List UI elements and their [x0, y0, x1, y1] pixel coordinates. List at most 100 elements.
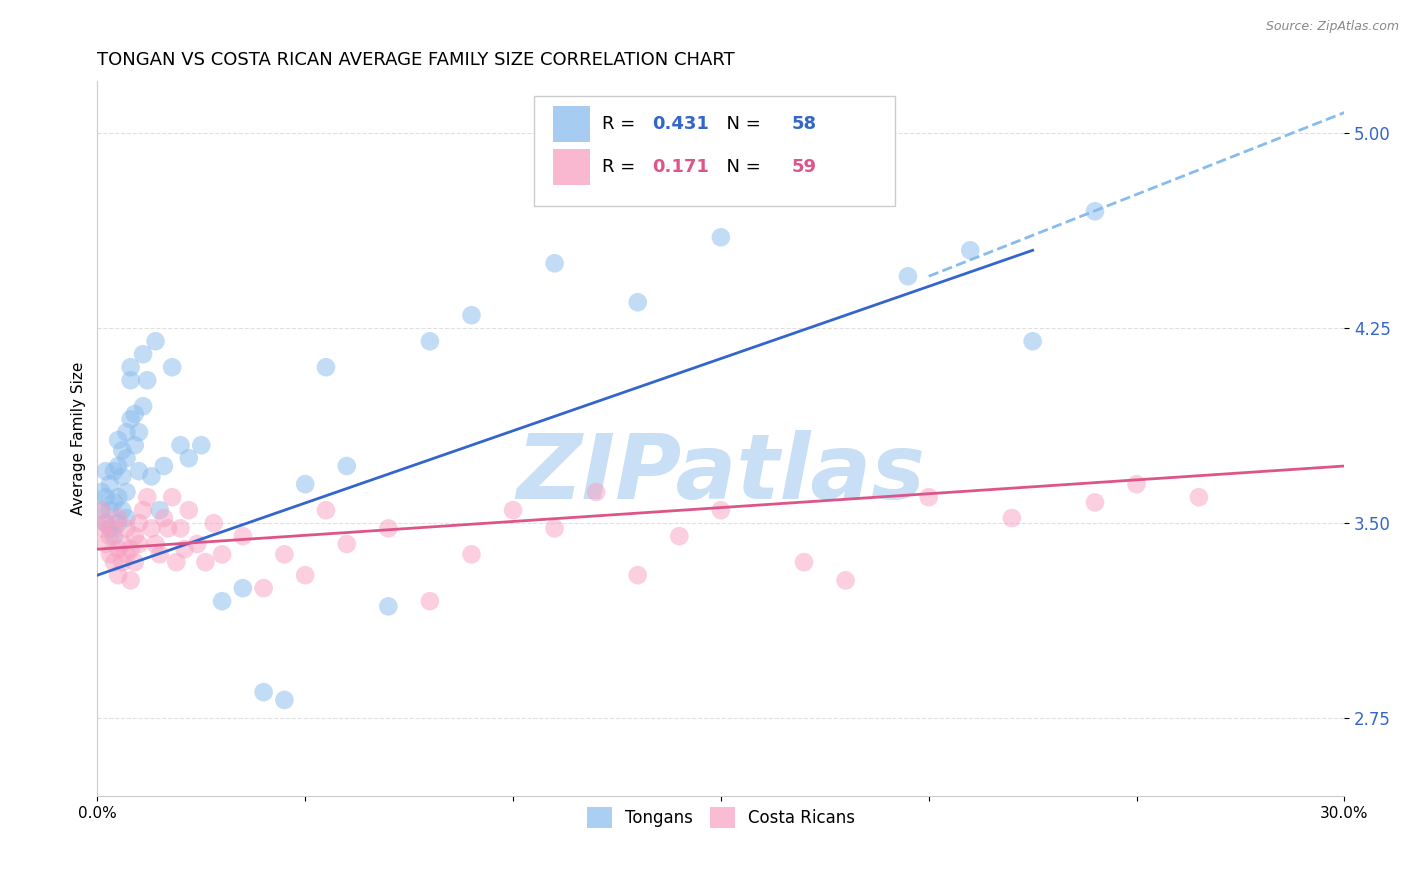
- Point: [194, 555, 217, 569]
- Point: [103, 521, 125, 535]
- Point: [111, 555, 134, 569]
- Point: [710, 230, 733, 244]
- Point: [98, 477, 121, 491]
- Point: [111, 469, 134, 483]
- Point: [834, 574, 856, 588]
- Point: [793, 555, 815, 569]
- Point: [419, 594, 441, 608]
- Point: [115, 485, 138, 500]
- Point: [315, 360, 337, 375]
- Text: 0.171: 0.171: [652, 158, 709, 176]
- Point: [136, 373, 159, 387]
- Point: [115, 425, 138, 440]
- Point: [149, 503, 172, 517]
- Point: [90, 503, 112, 517]
- Text: 59: 59: [792, 158, 817, 176]
- Point: [94, 516, 117, 531]
- Point: [273, 547, 295, 561]
- Point: [115, 521, 138, 535]
- Point: [124, 529, 146, 543]
- Point: [107, 458, 129, 473]
- Point: [336, 458, 359, 473]
- Point: [502, 503, 524, 517]
- Point: [111, 443, 134, 458]
- Text: R =: R =: [602, 115, 641, 133]
- Point: [190, 438, 212, 452]
- Point: [273, 693, 295, 707]
- Text: N =: N =: [714, 115, 766, 133]
- Text: 0.431: 0.431: [652, 115, 709, 133]
- Point: [336, 537, 359, 551]
- Point: [107, 433, 129, 447]
- Point: [668, 529, 690, 543]
- Point: [173, 542, 195, 557]
- Point: [460, 547, 482, 561]
- Point: [107, 516, 129, 531]
- Point: [107, 490, 129, 504]
- Legend: Tongans, Costa Ricans: Tongans, Costa Ricans: [581, 800, 862, 834]
- Point: [111, 537, 134, 551]
- Point: [103, 495, 125, 509]
- Point: [94, 490, 117, 504]
- Point: [145, 537, 167, 551]
- Point: [132, 399, 155, 413]
- Point: [103, 464, 125, 478]
- Point: [98, 529, 121, 543]
- Point: [1125, 477, 1147, 491]
- Point: [232, 581, 254, 595]
- Point: [169, 438, 191, 452]
- Point: [897, 269, 920, 284]
- Point: [202, 516, 225, 531]
- Point: [1021, 334, 1043, 349]
- Point: [124, 407, 146, 421]
- Point: [419, 334, 441, 349]
- Point: [120, 542, 142, 557]
- Point: [585, 485, 607, 500]
- Point: [115, 451, 138, 466]
- Point: [153, 511, 176, 525]
- Point: [1084, 495, 1107, 509]
- Point: [543, 256, 565, 270]
- Point: [1188, 490, 1211, 504]
- Point: [160, 490, 183, 504]
- Text: TONGAN VS COSTA RICAN AVERAGE FAMILY SIZE CORRELATION CHART: TONGAN VS COSTA RICAN AVERAGE FAMILY SIZ…: [97, 51, 735, 69]
- Point: [128, 425, 150, 440]
- Point: [98, 503, 121, 517]
- Point: [124, 555, 146, 569]
- Point: [98, 521, 121, 535]
- Point: [132, 347, 155, 361]
- Point: [252, 581, 274, 595]
- Point: [186, 537, 208, 551]
- Text: ZIPatlas: ZIPatlas: [516, 431, 925, 518]
- Point: [153, 458, 176, 473]
- Point: [710, 503, 733, 517]
- Point: [1084, 204, 1107, 219]
- Point: [90, 503, 112, 517]
- Point: [120, 574, 142, 588]
- Y-axis label: Average Family Size: Average Family Size: [72, 362, 86, 516]
- Point: [120, 412, 142, 426]
- Point: [627, 295, 650, 310]
- Text: 58: 58: [792, 115, 817, 133]
- Point: [115, 511, 138, 525]
- Point: [98, 547, 121, 561]
- Point: [94, 537, 117, 551]
- Point: [107, 568, 129, 582]
- Point: [177, 503, 200, 517]
- Point: [94, 516, 117, 531]
- Point: [543, 521, 565, 535]
- Point: [959, 244, 981, 258]
- Point: [377, 599, 399, 614]
- Point: [111, 503, 134, 517]
- Point: [177, 451, 200, 466]
- Point: [145, 334, 167, 349]
- Point: [90, 521, 112, 535]
- Point: [141, 469, 163, 483]
- Point: [294, 568, 316, 582]
- Point: [120, 373, 142, 387]
- FancyBboxPatch shape: [553, 106, 591, 142]
- Point: [315, 503, 337, 517]
- Point: [460, 308, 482, 322]
- Text: Source: ZipAtlas.com: Source: ZipAtlas.com: [1265, 20, 1399, 33]
- Text: R =: R =: [602, 158, 641, 176]
